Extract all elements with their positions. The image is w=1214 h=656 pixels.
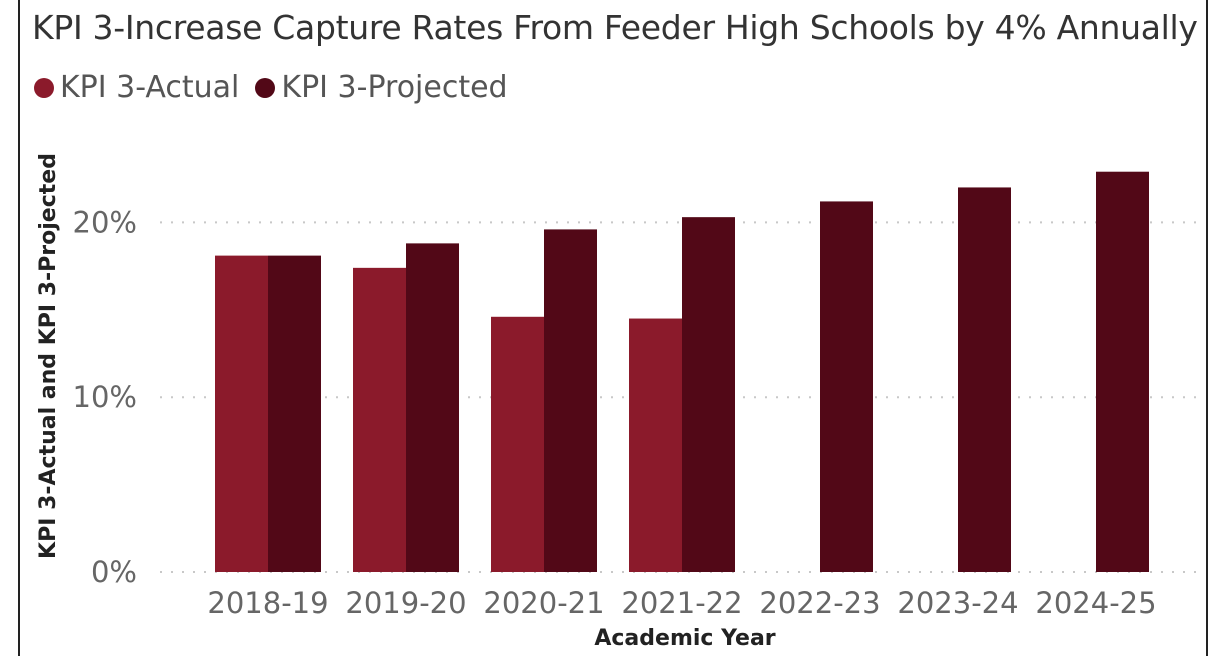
y-tick-label: 10% [73,380,137,414]
legend-item-actual[interactable]: KPI 3-Actual [34,70,239,105]
legend-item-projected[interactable]: KPI 3-Projected [255,70,508,105]
x-tick-label: 2018-19 [207,586,328,620]
y-axis-title: KPI 3-Actual and KPI 3-Projected [36,153,61,559]
legend-label-actual: KPI 3-Actual [60,70,240,105]
bar-actual-2019-20[interactable] [353,267,406,572]
bar-projected-2022-23[interactable] [820,201,873,572]
bar-projected-2023-24[interactable] [958,187,1011,572]
chart-legend: KPI 3-Actual KPI 3-Projected [34,70,524,105]
bar-actual-2020-21[interactable] [491,316,544,572]
bar-actual-2021-22[interactable] [629,318,682,572]
legend-marker-projected [255,77,276,98]
x-tick-label: 2020-21 [483,586,604,620]
bar-projected-2019-20[interactable] [406,243,459,572]
x-tick-label: 2019-20 [345,586,466,620]
x-tick-label: 2022-23 [759,586,880,620]
legend-label-projected: KPI 3-Projected [281,70,508,105]
legend-marker-actual [34,77,54,98]
bar-projected-2021-22[interactable] [682,217,735,572]
x-tick-label: 2024-25 [1035,586,1156,620]
bar-projected-2018-19[interactable] [268,255,321,572]
x-axis-title: Academic Year [594,626,775,651]
bar-projected-2024-25[interactable] [1096,171,1149,572]
x-tick-label: 2021-22 [621,586,742,620]
y-tick-label: 20% [73,205,137,239]
y-tick-label: 0% [91,555,137,589]
bars [215,171,1149,572]
x-tick-label: 2023-24 [897,586,1018,620]
x-axis-ticks: 2018-19 2019-20 2020-21 2021-22 2022-23 2023-… [207,586,1156,620]
chart-title: KPI 3-Increase Capture Rates From Feeder… [32,8,1198,47]
bar-projected-2020-21[interactable] [544,229,597,572]
bar-actual-2018-19[interactable] [215,255,268,572]
y-axis-ticks: 0% 10% 20% [73,205,137,589]
chart-frame [18,0,1208,656]
